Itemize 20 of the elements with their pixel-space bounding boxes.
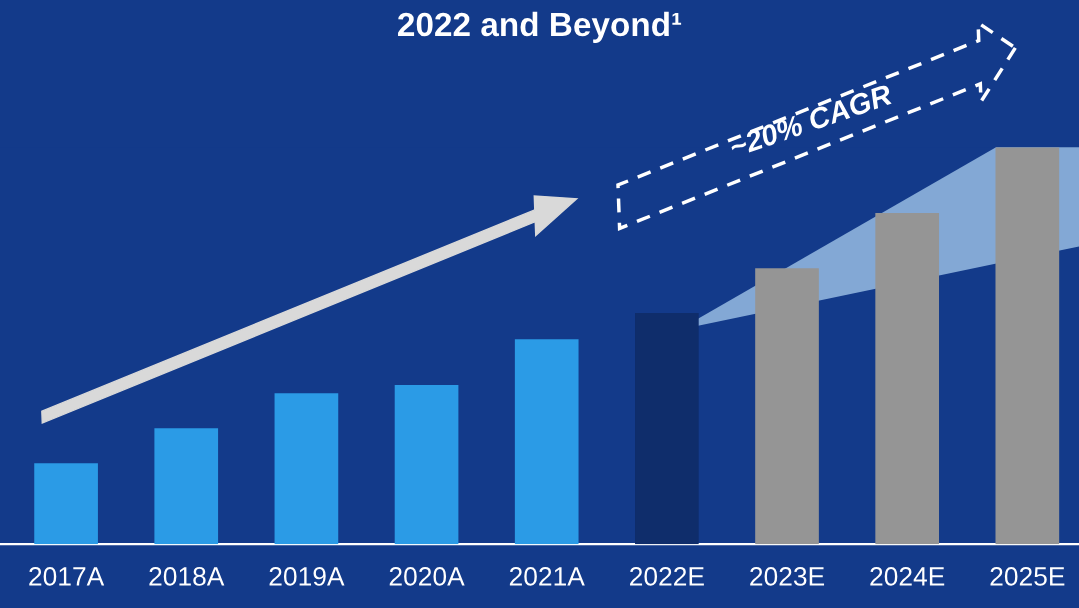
bar: [274, 393, 339, 545]
x-tick-label: 2018A: [149, 567, 225, 586]
chart-title: 2022 and Beyond¹: [398, 11, 682, 43]
bar: [635, 313, 699, 545]
x-tick-label: 2023E: [750, 567, 825, 586]
annotation: ~20% CAGR: [728, 83, 894, 158]
x-tick-label: 2025E: [990, 567, 1065, 586]
bar: [755, 268, 819, 545]
bar: [514, 339, 579, 545]
bar: [995, 147, 1060, 545]
x-tick-label: 2019A: [269, 567, 345, 586]
bar: [394, 384, 459, 545]
x-tick-label: 2024E: [870, 567, 945, 586]
x-tick-label: 2022E: [630, 567, 704, 586]
bar: [34, 463, 98, 545]
bar: [875, 213, 940, 545]
x-tick-label: 2020A: [389, 567, 465, 586]
x-tick-label: 2021A: [509, 567, 585, 586]
x-tick-label: 2017A: [29, 567, 105, 586]
bar: [154, 428, 219, 545]
